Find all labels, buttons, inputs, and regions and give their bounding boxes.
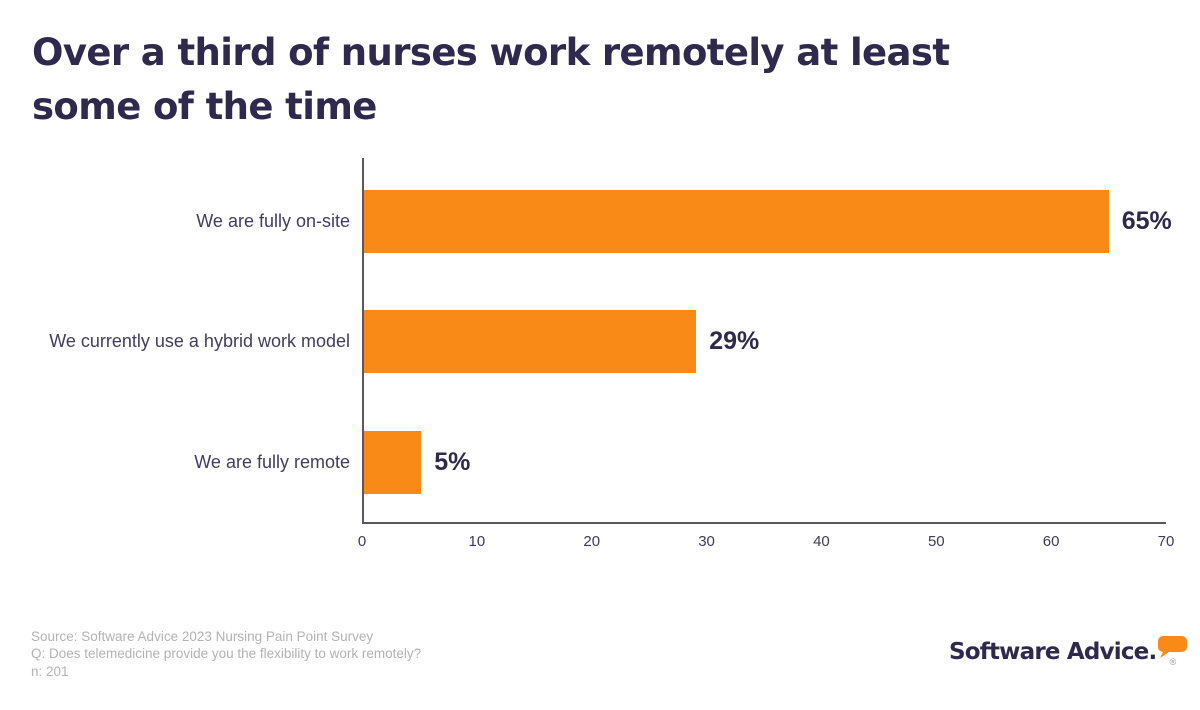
category-label-fully-remote: We are fully remote bbox=[194, 452, 350, 472]
x-axis-ticks: 0 10 20 30 40 50 60 70 bbox=[358, 533, 1175, 555]
chart-footnotes: Source: Software Advice 2023 Nursing Pai… bbox=[31, 628, 421, 680]
bar-row-hybrid: 29% bbox=[364, 310, 1166, 373]
category-label-hybrid: We currently use a hybrid work model bbox=[49, 331, 350, 351]
logo-bubble-column: ® bbox=[1158, 636, 1188, 667]
logo-period: . bbox=[1148, 639, 1157, 665]
bar-fully-remote bbox=[364, 431, 422, 494]
bar-row-fully-onsite: 65% bbox=[364, 190, 1172, 253]
bar-value-fully-remote: 5% bbox=[434, 448, 471, 476]
category-label-fully-onsite: We are fully on-site bbox=[196, 211, 350, 231]
x-tick-label: 20 bbox=[583, 533, 601, 550]
registered-mark: ® bbox=[1169, 657, 1177, 667]
x-tick-label: 70 bbox=[1157, 533, 1175, 550]
footnote-source: Source: Software Advice 2023 Nursing Pai… bbox=[31, 629, 374, 644]
x-tick-label: 50 bbox=[927, 533, 945, 550]
footnote-sample-size: n: 201 bbox=[31, 663, 69, 679]
bar-row-fully-remote: 5% bbox=[364, 431, 1166, 494]
x-tick-label: 60 bbox=[1042, 533, 1060, 550]
bar-value-fully-onsite: 65% bbox=[1121, 207, 1172, 235]
software-advice-logo: Software Advice. ® bbox=[949, 636, 1188, 667]
page-title-line-2: some of the time bbox=[32, 85, 377, 128]
plot-area: 65% 29% 5% bbox=[362, 158, 1172, 524]
speech-bubble-icon bbox=[1158, 636, 1188, 658]
bar-fully-onsite bbox=[364, 190, 1109, 253]
bar-hybrid bbox=[364, 310, 697, 373]
page-title: Over a third of nurses work remotely at … bbox=[32, 26, 950, 134]
x-tick-label: 10 bbox=[468, 533, 486, 550]
logo-text: Software Advice. bbox=[949, 639, 1157, 665]
footnote-question: Q: Does telemedicine provide you the fle… bbox=[31, 646, 422, 662]
x-tick-label: 30 bbox=[698, 533, 715, 550]
x-tick-label: 40 bbox=[813, 533, 830, 550]
page-title-line-1: Over a third of nurses work remotely at … bbox=[32, 31, 950, 74]
x-tick-label: 0 bbox=[357, 533, 367, 550]
bar-value-hybrid: 29% bbox=[709, 327, 760, 355]
